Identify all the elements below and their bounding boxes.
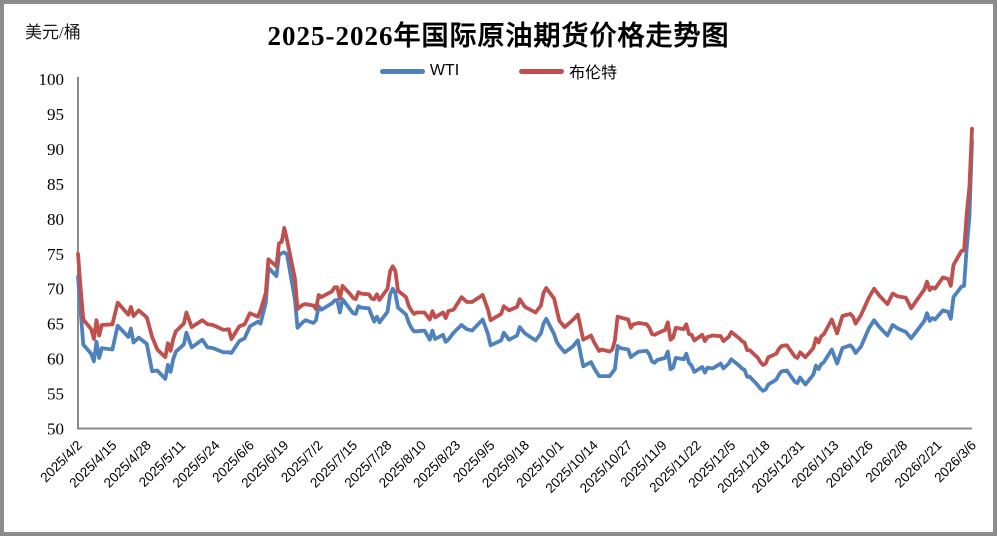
chart-title: 2025-2026年国际原油期货价格走势图	[267, 21, 730, 51]
y-tick-label: 60	[47, 350, 64, 369]
legend: WTI 布伦特	[4, 59, 993, 83]
y-tick-label: 85	[47, 175, 64, 194]
legend-item-brent: 布伦特	[519, 59, 617, 83]
y-tick-label: 50	[47, 420, 64, 439]
y-tick-label: 100	[39, 70, 65, 89]
legend-label-brent: 布伦特	[569, 65, 618, 82]
plot-area: 100959085807570656055502025/4/22025/4/15…	[37, 70, 979, 496]
series-line-brent	[76, 126, 974, 367]
y-tick-label: 80	[47, 210, 64, 229]
y-tick-label: 95	[47, 105, 64, 124]
y-tick-label: 65	[47, 315, 64, 334]
y-tick-label: 75	[47, 245, 64, 264]
series-line-wti	[76, 138, 974, 393]
y-tick-label: 70	[47, 280, 64, 299]
wti-line-swatch-icon	[379, 68, 425, 74]
y-tick-label: 90	[47, 140, 64, 159]
legend-item-wti: WTI	[379, 62, 460, 80]
y-axis-unit-label: 美元/桶	[25, 23, 81, 42]
brent-line-swatch-icon	[519, 68, 565, 74]
legend-label-wti: WTI	[429, 62, 460, 79]
y-tick-label: 55	[47, 385, 64, 404]
